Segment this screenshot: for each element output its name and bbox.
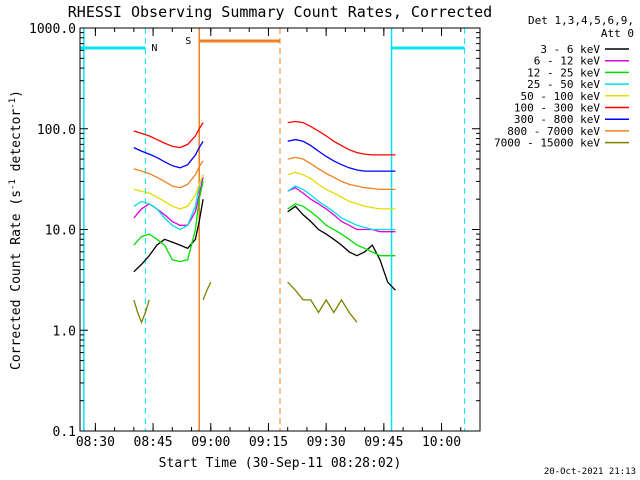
series-line (287, 171, 396, 210)
y-tick-label: 0.1 (53, 425, 76, 440)
series-line (133, 122, 204, 149)
timestamp: 20-Oct-2021 21:13 (544, 467, 636, 477)
legend-label: 25 - 50 keV (527, 78, 600, 91)
y-tick-label: 100.0 (37, 123, 76, 138)
series-line (133, 199, 204, 273)
chart-title: RHESSI Observing Summary Count Rates, Co… (68, 3, 492, 21)
legend-label: 12 - 25 keV (527, 66, 600, 79)
series-line (287, 185, 396, 231)
legend-label: 3 - 6 keV (540, 43, 600, 56)
y-axis-label-part1: Corrected Count Rate (s (9, 190, 24, 370)
legend-label: 800 - 7000 keV (507, 125, 600, 138)
axes: 08:30 08:45 09:00 09:15 09:30 09:45 10:00 0.1 1.… (29, 22, 481, 450)
legend-label: 7000 - 15000 keV (494, 137, 600, 150)
x-tick-label: 09:00 (191, 435, 230, 450)
series-8 (133, 281, 358, 325)
legend-label: 300 - 800 keV (514, 113, 600, 126)
series-line (133, 174, 204, 210)
series-line (133, 299, 150, 325)
series-line (133, 181, 204, 263)
series-line (133, 160, 204, 189)
series-lines (133, 120, 396, 325)
series-line (287, 203, 396, 257)
series-line (287, 156, 396, 191)
y-tick-label: 10.0 (45, 224, 76, 239)
series-2 (133, 181, 396, 263)
series-line (287, 281, 358, 323)
detector-info: Det 1,3,4,5,6,9, (528, 14, 634, 27)
legend-label: 6 - 12 keV (534, 55, 601, 68)
y-axis-label-sup1: -1 (8, 179, 18, 190)
y-tick-label: 1.0 (53, 324, 76, 339)
y-axis-label: Corrected Count Rate (s-1 detector-1) (8, 90, 24, 370)
series-1 (133, 177, 396, 233)
y-axis-label-part2: detector (9, 109, 24, 180)
x-tick-label: 09:30 (307, 435, 346, 450)
series-line (287, 205, 396, 291)
series-line (287, 120, 396, 156)
x-axis-label: Start Time (30-Sep-11 08:28:02) (159, 456, 402, 471)
series-line (202, 281, 212, 301)
series-7 (133, 156, 396, 191)
attenuator-info: Att 0 (601, 27, 634, 40)
series-line (287, 186, 396, 233)
legend-label: 50 - 100 keV (521, 90, 601, 103)
y-axis-label-sup2: -1 (8, 98, 18, 109)
night-label: N (151, 43, 157, 54)
legend-label: 100 - 300 keV (514, 102, 600, 115)
x-tick-label: 08:45 (134, 435, 173, 450)
saa-label: S (185, 36, 191, 47)
series-line (287, 138, 396, 172)
series-3 (133, 174, 396, 231)
series-line (133, 177, 204, 226)
series-4 (133, 171, 396, 210)
series-line (133, 174, 204, 231)
x-tick-label: 09:15 (249, 435, 288, 450)
series-6 (133, 138, 396, 172)
x-tick-label: 08:30 (76, 435, 115, 450)
series-line (133, 140, 204, 169)
x-tick-label: 09:45 (364, 435, 403, 450)
interval-markers: NS (80, 28, 466, 431)
y-tick-label: 1000.0 (29, 22, 76, 37)
y-axis-label-part3: ) (9, 90, 24, 98)
series-5 (133, 120, 396, 156)
x-tick-label: 10:00 (422, 435, 461, 450)
